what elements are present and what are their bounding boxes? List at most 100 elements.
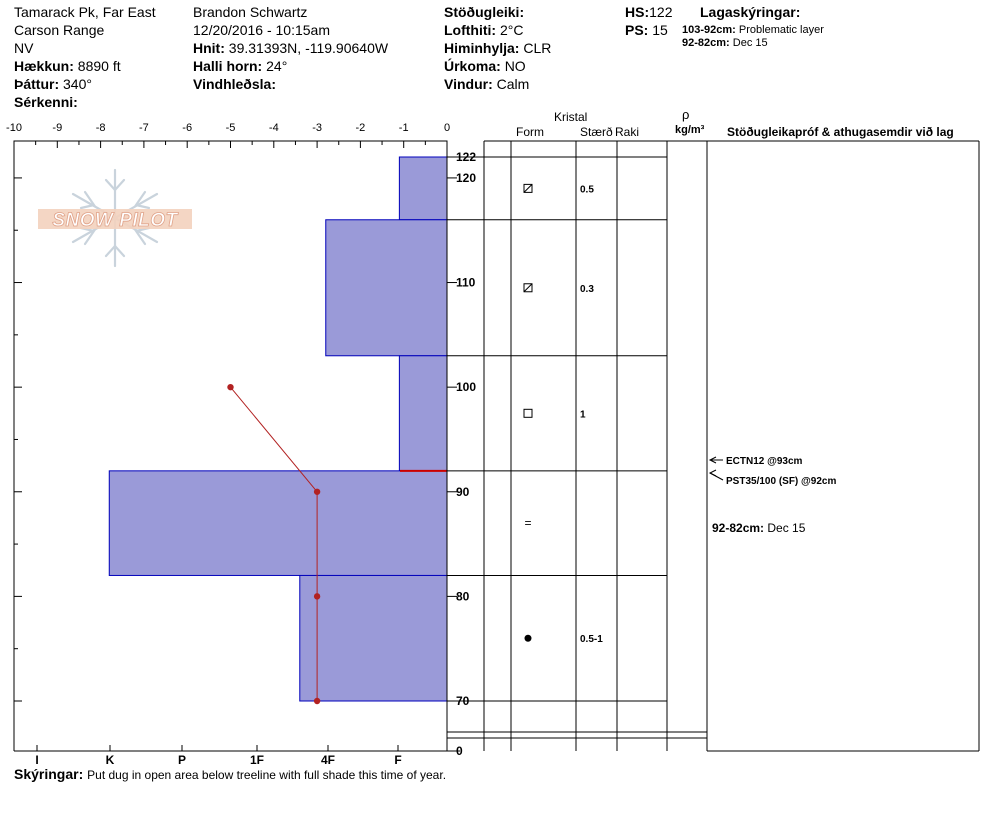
hardness-layer-5 <box>299 574 448 702</box>
snowpilot-logo: SNOW PILOT <box>38 168 192 268</box>
observation-datetime: 12/20/2016 - 10:15am <box>193 22 330 38</box>
footer-notes-text: Put dug in open area below treeline with… <box>87 768 447 782</box>
hardness-tick-label-4: 1F <box>250 753 264 767</box>
temp-tick-label-11: 0 <box>444 122 450 134</box>
temperature-point-4 <box>313 697 321 705</box>
elevation-value: 8890 ft <box>77 58 121 74</box>
slope-field: Halli horn: 24° <box>193 58 287 74</box>
layer-note-1-range: 103-92cm: <box>682 24 736 36</box>
layer-note-1-text: Problematic layer <box>738 24 824 36</box>
slope-label: Halli horn: <box>193 58 263 74</box>
depth-tick-label-1: 70 <box>456 694 470 708</box>
temp-tick-label-4: -7 <box>139 122 149 134</box>
snow-profile-chart: SNOW PILOT -10 -9 -8 -7 -6 -5 -4 -3 -2 -1 0I K P 1F 4F… <box>6 122 980 767</box>
wind-field: Vindur: Calm <box>444 76 529 92</box>
form-symbol-4: = <box>524 516 531 530</box>
temp-tick-label-7: -4 <box>269 122 279 134</box>
layer-comment-text: Dec 15 <box>767 521 806 535</box>
temperature-point-3 <box>313 593 321 600</box>
depth-tick-label-3: 90 <box>456 485 470 499</box>
coordinates-value: 39.31393N, -119.90640W <box>228 40 389 56</box>
air-temp-field: Lofthiti: 2°C <box>444 22 523 38</box>
depth-tick-label-8: 0 <box>456 744 463 758</box>
grain-size-1: 0.5 <box>580 184 594 195</box>
hardness-layer-4 <box>108 470 448 576</box>
layer-note-2-text: Dec 15 <box>732 37 768 49</box>
rho-header: ρ <box>682 107 690 122</box>
precip-label: Úrkoma: <box>444 58 501 74</box>
stability-test-label-1: ECTN12 @93cm <box>726 456 803 467</box>
stability-label: Stöðugleiki: <box>444 4 525 20</box>
aspect-label: Þáttur: <box>14 76 60 92</box>
temp-tick-label-5: -6 <box>182 122 192 134</box>
decomposing-icon-slash-2 <box>523 283 533 293</box>
form-header: Form <box>516 125 544 139</box>
hs-field: HS:122 <box>625 4 672 20</box>
hardness-layer-3 <box>398 355 448 472</box>
observer-name: Brandon Schwartz <box>193 4 308 20</box>
temp-tick-label-1: -10 <box>6 122 22 134</box>
layer-note-2-range: 92-82cm: <box>682 37 730 49</box>
ps-label: PS: <box>625 22 649 38</box>
hs-label: HS: <box>625 4 650 20</box>
depth-tick-label-7: 122 <box>456 150 476 164</box>
depth-tick-label-5: 110 <box>456 276 476 290</box>
snowpilot-logo-text: SNOW PILOT <box>52 210 178 231</box>
temp-tick-label-3: -8 <box>96 122 106 134</box>
precip-field: Úrkoma: NO <box>444 58 526 74</box>
wind-value: Calm <box>496 76 530 92</box>
faceted-icon-3 <box>523 408 533 418</box>
grain-size-5: 0.5-1 <box>580 634 603 645</box>
temp-tick-label-10: -1 <box>399 122 409 134</box>
sky-label: Himinhylja: <box>444 40 520 56</box>
layer-comment: 92-82cm: Dec 15 <box>712 522 805 535</box>
temp-tick-label-2: -9 <box>52 122 62 134</box>
hardness-tick-label-5: 4F <box>321 753 335 767</box>
stability-test-arrowhead-1 <box>708 456 717 464</box>
hardness-tick-label-6: F <box>394 753 401 767</box>
precip-value: NO <box>504 58 526 74</box>
air-temp-label: Lofthiti: <box>444 22 497 38</box>
layer-notes-title: Lagaskýringar: <box>700 4 801 20</box>
stability-test-label-2: PST35/100 (SF) @92cm <box>726 476 836 487</box>
wind-loading-label: Vindhleðsla: <box>193 76 276 92</box>
features-label: Sérkenni: <box>14 94 78 110</box>
tests-header: Stöðugleikapróf & athugasemdir við lag <box>727 125 954 139</box>
stability-test-arrowhead-2 <box>708 469 717 477</box>
mountain-range: Carson Range <box>14 22 105 38</box>
sky-value: CLR <box>523 40 552 56</box>
decomposing-icon-2 <box>523 283 533 293</box>
state: NV <box>14 40 34 56</box>
elevation-label: Hækkun: <box>14 58 74 74</box>
ps-field: PS: 15 <box>625 22 668 38</box>
depth-tick-label-4: 100 <box>456 380 476 394</box>
layer-note-2: 92-82cm: Dec 15 <box>682 37 768 50</box>
air-temp-value: 2°C <box>499 22 524 38</box>
crystal-header: Kristal <box>554 110 588 124</box>
decomposing-icon-1 <box>523 183 533 193</box>
aspect-field: Þáttur: 340° <box>14 76 92 92</box>
slope-value: 24° <box>266 58 288 74</box>
layer-note-1: 103-92cm: Problematic layer <box>682 24 824 37</box>
hardness-layer-1 <box>398 156 448 221</box>
decomposing-icon-slash-1 <box>523 184 533 193</box>
ps-value: 15 <box>652 22 668 38</box>
hardness-tick-label-3: P <box>178 753 186 767</box>
temperature-point-1 <box>227 383 234 391</box>
coordinates-label: Hnit: <box>193 40 225 56</box>
rounded-grain-icon-5 <box>524 634 532 642</box>
grain-size-3: 1 <box>580 409 586 420</box>
size-header: Stærð <box>580 125 613 139</box>
depth-tick-label-6: 120 <box>456 171 476 185</box>
hardness-tick-label-1: I <box>35 753 38 767</box>
grain-size-2: 0.3 <box>580 284 594 295</box>
hardness-layer-2 <box>325 219 448 357</box>
depth-tick-label-2: 80 <box>456 589 470 603</box>
temperature-point-2 <box>313 488 321 495</box>
hs-value: 122 <box>649 4 673 20</box>
footer-notes-label: Skýringar: <box>14 766 84 782</box>
density-unit-header: kg/m³ <box>675 124 705 136</box>
sky-field: Himinhylja: CLR <box>444 40 551 56</box>
hardness-tick-label-2: K <box>106 753 115 767</box>
temp-tick-label-6: -5 <box>226 122 236 134</box>
